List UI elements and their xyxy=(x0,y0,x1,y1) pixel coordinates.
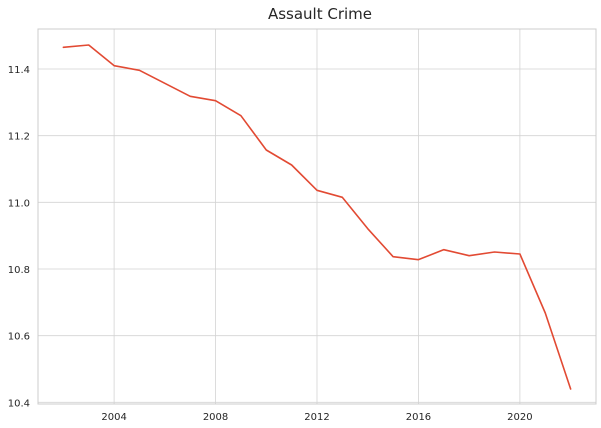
x-tick-label-2016: 2016 xyxy=(406,412,431,423)
y-tick-label-10.4: 10.4 xyxy=(8,398,30,409)
y-tick-label-10.6: 10.6 xyxy=(8,332,30,343)
y-tick-label-11.0: 11.0 xyxy=(8,198,30,209)
x-tick-label-2012: 2012 xyxy=(304,412,329,423)
y-axis: 10.4 10.6 10.8 11.0 11.2 11.4 xyxy=(8,65,30,409)
x-axis: 2004 2008 2012 2016 2020 xyxy=(101,412,532,423)
y-tick-label-11.4: 11.4 xyxy=(8,65,30,76)
series-layer xyxy=(62,44,572,390)
x-tick-label-2004: 2004 xyxy=(101,412,126,423)
plot-border xyxy=(37,28,597,405)
grid xyxy=(38,29,596,404)
y-tick-label-10.8: 10.8 xyxy=(8,265,30,276)
x-tick-label-2020: 2020 xyxy=(507,412,532,423)
plot-frame xyxy=(37,28,597,405)
y-tick-label-11.2: 11.2 xyxy=(8,132,30,143)
series-line-0 xyxy=(62,44,572,390)
chart-title: Assault Crime xyxy=(268,5,372,23)
x-tick-label-2008: 2008 xyxy=(203,412,228,423)
